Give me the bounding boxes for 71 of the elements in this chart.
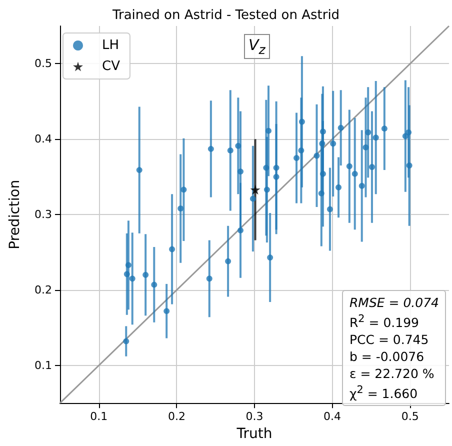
y-tick-label: 0.5 — [34, 57, 52, 70]
point — [358, 182, 365, 189]
point — [263, 164, 270, 171]
point — [125, 262, 132, 268]
point — [151, 282, 158, 288]
annotation: V$_{z}$ — [244, 34, 270, 59]
point — [264, 186, 270, 193]
x-axis-title: Truth — [236, 426, 272, 442]
point — [273, 164, 280, 171]
annotation: RMSE = 0.074 — [349, 294, 439, 310]
point — [123, 338, 130, 344]
point — [362, 144, 369, 150]
x-tick-label: 0.3 — [246, 410, 264, 424]
point — [346, 163, 352, 170]
point — [320, 170, 326, 177]
point — [352, 170, 358, 177]
annotation: R$^{2}$ = 0.199 — [349, 312, 420, 330]
annotation: ε = 22.720 % — [349, 366, 434, 381]
point — [298, 147, 304, 154]
y-tick-label: 0.3 — [34, 208, 52, 222]
point — [208, 146, 214, 152]
point — [318, 190, 324, 196]
point — [336, 184, 342, 190]
point — [250, 184, 260, 195]
x-tick-label: 0.1 — [90, 410, 108, 424]
y-tick-label: 0.2 — [34, 283, 52, 296]
legend-label: CV — [102, 59, 120, 74]
point — [142, 272, 149, 278]
point — [365, 129, 372, 136]
point — [227, 147, 234, 154]
point — [314, 152, 320, 159]
point — [169, 246, 176, 252]
point — [368, 164, 375, 170]
point — [319, 140, 326, 147]
x-tick-label: 0.5 — [401, 410, 419, 424]
point — [330, 140, 336, 147]
point — [124, 271, 130, 278]
point — [238, 168, 244, 175]
point — [406, 129, 412, 136]
point — [225, 258, 232, 264]
point — [164, 308, 170, 314]
point — [266, 128, 272, 134]
y-axis-title: Prediction — [7, 180, 23, 250]
x-tick-label: 0.2 — [168, 410, 186, 424]
point — [136, 167, 142, 174]
point — [406, 162, 412, 169]
point — [180, 186, 187, 193]
point — [338, 124, 344, 131]
point — [372, 134, 379, 141]
point — [320, 128, 326, 135]
point — [267, 254, 274, 261]
annotation: χ$^{2}$ = 1.660 — [349, 384, 418, 401]
x-tick-label: 0.4 — [324, 410, 342, 424]
point — [381, 126, 388, 132]
point — [294, 154, 300, 161]
point — [178, 206, 184, 212]
annotation: b = -0.0076 — [349, 348, 424, 364]
y-tick-label: 0.1 — [34, 358, 52, 372]
point — [129, 276, 136, 282]
legend-label: LH — [102, 38, 120, 53]
chart-title: Trained on Astrid - Tested on Astrid — [111, 8, 340, 23]
y-tick-label: 0.4 — [34, 132, 52, 146]
point — [235, 142, 242, 149]
point — [402, 133, 408, 140]
point — [250, 196, 256, 202]
point — [238, 227, 244, 234]
point — [326, 206, 333, 212]
point — [298, 118, 305, 125]
point — [206, 276, 212, 282]
annotation: PCC = 0.745 — [349, 332, 429, 347]
point — [273, 174, 280, 180]
